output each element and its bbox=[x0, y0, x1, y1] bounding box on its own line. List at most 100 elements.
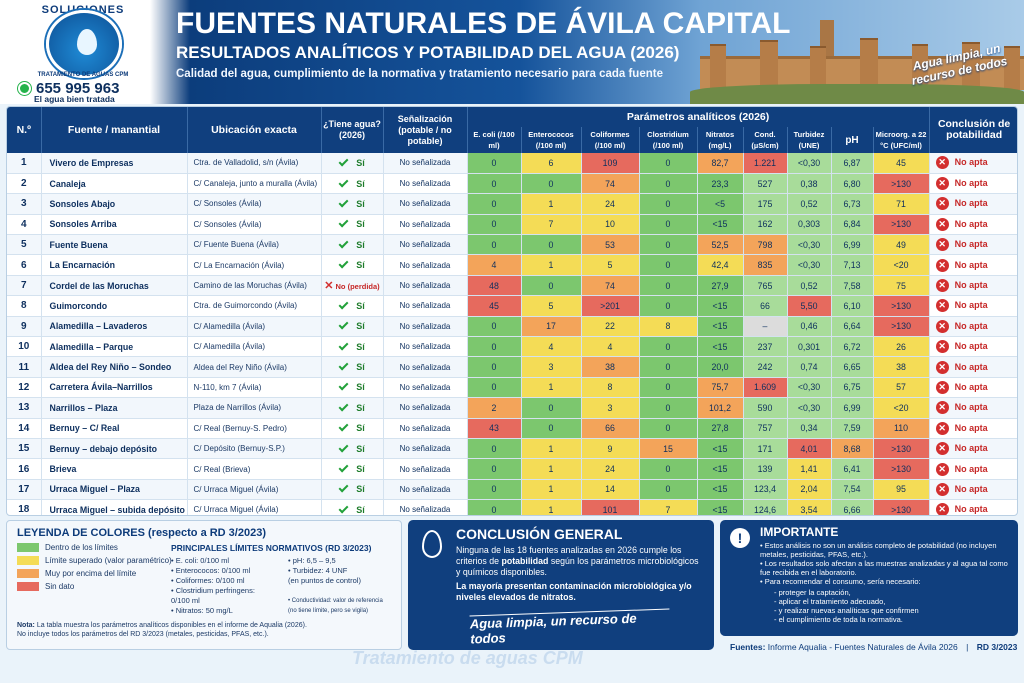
ecoli-value: 0 bbox=[467, 193, 522, 215]
title-block: FUENTES NATURALES DE ÁVILA CAPITAL RESUL… bbox=[176, 8, 790, 81]
cond-value: 1.221 bbox=[743, 153, 788, 174]
source-location: C/ Real (Bernuy-S. Pedro) bbox=[187, 418, 322, 439]
clost-value: 0 bbox=[639, 418, 698, 439]
signage-status: No señalizada bbox=[383, 499, 468, 515]
ecoli-value: 0 bbox=[467, 173, 522, 195]
brand-logo[interactable]: SOLUCIONES TRATAMIENTO DE AGUAS CPM bbox=[8, 2, 158, 102]
results-table: N.º Fuente / manantial Ubicación exacta … bbox=[6, 106, 1018, 516]
has-water-cell: Sí bbox=[321, 234, 384, 256]
micro-value: 38 bbox=[873, 356, 930, 378]
row-number: 17 bbox=[7, 479, 42, 501]
micro-value: >130 bbox=[873, 458, 930, 480]
ph-value: 6,75 bbox=[831, 377, 874, 399]
micro-value: >130 bbox=[873, 295, 930, 317]
coli-value: >201 bbox=[581, 295, 640, 317]
ecoli-value: 0 bbox=[467, 316, 522, 338]
has-water-cell: Sí bbox=[321, 173, 384, 195]
source-name: Narrillos – Plaza bbox=[41, 397, 188, 419]
source-name: Canaleja bbox=[41, 173, 188, 195]
legend-swatch bbox=[17, 582, 39, 591]
turb-value: 0,74 bbox=[787, 356, 832, 378]
source-name: Alamedilla – Parque bbox=[41, 336, 188, 358]
cond-value: 139 bbox=[743, 458, 788, 480]
has-water-cell: Sí bbox=[321, 153, 384, 174]
not-fit-icon: ✕ bbox=[935, 360, 949, 374]
cond-value: 162 bbox=[743, 214, 788, 236]
source-name: Cordel de las Moruchas bbox=[41, 275, 188, 297]
not-fit-icon: ✕ bbox=[935, 462, 949, 476]
coli-value: 53 bbox=[581, 234, 640, 256]
coli-value: 74 bbox=[581, 275, 640, 297]
check-icon bbox=[338, 462, 349, 473]
potability-conclusion: ✕ No apta bbox=[929, 193, 1017, 215]
cond-value: 765 bbox=[743, 275, 788, 297]
limit-item: • Conductividad: valor de referencia bbox=[288, 598, 383, 604]
entero-value: 5 bbox=[521, 295, 582, 317]
turb-value: 5,50 bbox=[787, 295, 832, 317]
micro-value: 95 bbox=[873, 479, 930, 501]
not-fit-icon: ✕ bbox=[935, 258, 949, 272]
nitra-value: 27,9 bbox=[697, 275, 744, 297]
coli-value: 9 bbox=[581, 438, 640, 460]
row-number: 6 bbox=[7, 254, 42, 276]
col-enterococos: Enterococos (/100 ml) bbox=[521, 127, 582, 153]
phone-number[interactable]: 655 995 963 bbox=[18, 80, 119, 97]
turb-value: 2,04 bbox=[787, 479, 832, 501]
has-water-cell: Sí bbox=[321, 295, 384, 317]
table-row: 1 Vivero de Empresas Ctra. de Valladolid, … bbox=[7, 153, 1017, 174]
important-subitem: aplicar el tratamiento adecuado, bbox=[760, 597, 1008, 606]
nitra-value: 42,4 bbox=[697, 254, 744, 276]
source-location: Ctra. de Guimorcondo (Ávila) bbox=[187, 295, 322, 317]
source-location: Aldea del Rey Niño (Ávila) bbox=[187, 356, 322, 378]
not-fit-icon: ✕ bbox=[935, 299, 949, 313]
cond-value: – bbox=[743, 316, 788, 338]
signage-status: No señalizada bbox=[383, 275, 468, 297]
ph-value: 6,65 bbox=[831, 356, 874, 378]
ecoli-value: 45 bbox=[467, 295, 522, 317]
potability-conclusion: ✕ No apta bbox=[929, 153, 1017, 174]
limit-item bbox=[288, 586, 397, 596]
not-fit-icon: ✕ bbox=[935, 197, 949, 211]
limit-item: • Enterococos: 0/100 ml bbox=[171, 566, 251, 575]
micro-value: 71 bbox=[873, 193, 930, 215]
row-number: 7 bbox=[7, 275, 42, 297]
nitra-value: <15 bbox=[697, 499, 744, 515]
not-fit-icon: ✕ bbox=[935, 380, 949, 394]
coli-value: 4 bbox=[581, 336, 640, 358]
cond-value: 798 bbox=[743, 234, 788, 256]
turb-value: 0,46 bbox=[787, 316, 832, 338]
table-row: 2 Canaleja C/ Canaleja, junto a muralla (Á… bbox=[7, 173, 1017, 195]
ecoli-value: 0 bbox=[467, 479, 522, 501]
turb-value: <0,30 bbox=[787, 397, 832, 419]
nitra-value: <15 bbox=[697, 316, 744, 338]
ecoli-value: 0 bbox=[467, 499, 522, 515]
not-fit-icon: ✕ bbox=[935, 319, 949, 333]
signage-status: No señalizada bbox=[383, 214, 468, 236]
check-icon bbox=[338, 340, 349, 351]
legend-swatch bbox=[17, 569, 39, 578]
nitra-value: <15 bbox=[697, 479, 744, 501]
logo-bottom-text: TRATAMIENTO DE AGUAS CPM bbox=[37, 72, 129, 78]
source-name: Aldea del Rey Niño – Sondeo bbox=[41, 356, 188, 378]
check-icon bbox=[338, 177, 349, 188]
row-number: 14 bbox=[7, 418, 42, 439]
ecoli-value: 0 bbox=[467, 214, 522, 236]
check-icon bbox=[338, 258, 349, 269]
source-name: Bernuy – debajo depósito bbox=[41, 438, 188, 460]
coli-value: 24 bbox=[581, 193, 640, 215]
row-number: 8 bbox=[7, 295, 42, 317]
table-row: 16 Brieva C/ Real (Brieva) Sí No señalizada 0… bbox=[7, 458, 1017, 480]
signage-status: No señalizada bbox=[383, 479, 468, 501]
signage-status: No señalizada bbox=[383, 153, 468, 174]
source-location: Camino de las Moruchas (Ávila) bbox=[187, 275, 322, 297]
row-number: 13 bbox=[7, 397, 42, 419]
col-params-group: Parámetros analíticos (2026) bbox=[467, 107, 930, 127]
turb-value: 0,34 bbox=[787, 418, 832, 439]
clost-value: 0 bbox=[639, 234, 698, 256]
nitra-value: <5 bbox=[697, 193, 744, 215]
cond-value: 590 bbox=[743, 397, 788, 419]
potability-conclusion: ✕ No apta bbox=[929, 356, 1017, 378]
source-name: Fuente Buena bbox=[41, 234, 188, 256]
not-fit-icon: ✕ bbox=[935, 340, 949, 354]
signage-status: No señalizada bbox=[383, 418, 468, 439]
